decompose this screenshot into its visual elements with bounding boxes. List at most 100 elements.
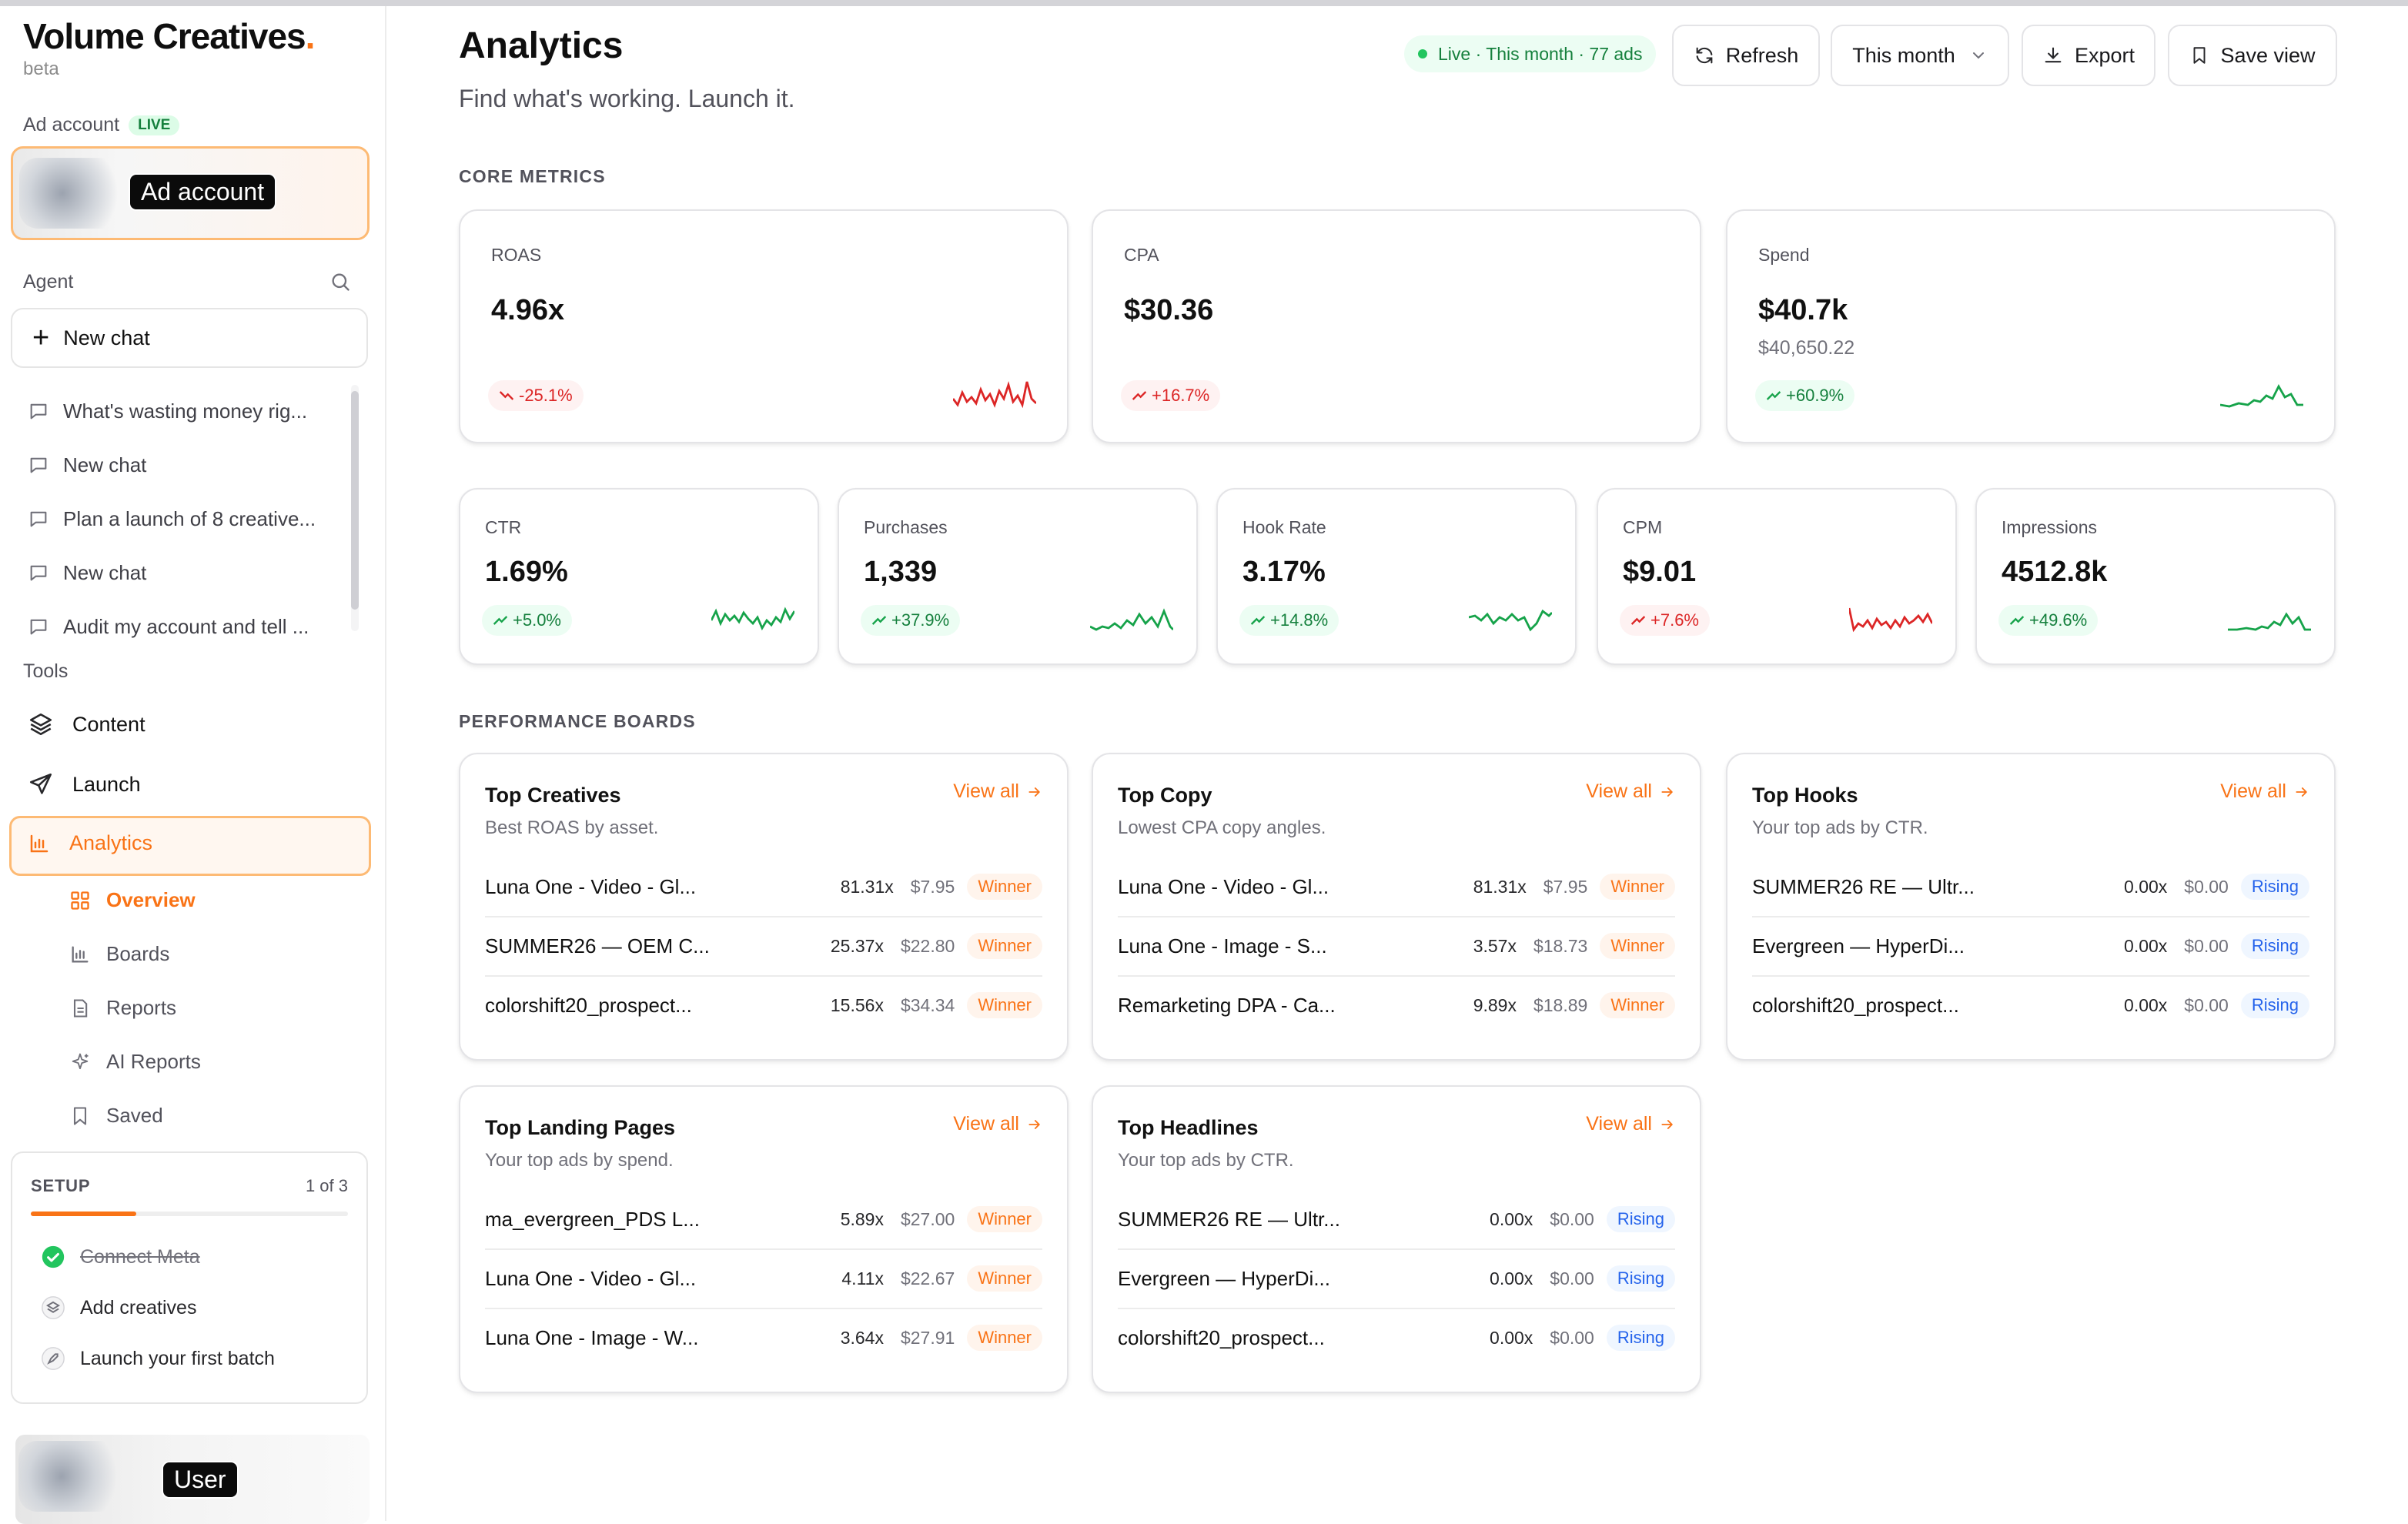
setup-step-launch-batch[interactable]: Launch your first batch (40, 1345, 275, 1372)
nav-overview[interactable]: Overview (69, 888, 196, 912)
board-row[interactable]: colorshift20_prospect... 0.00x $0.00 Ris… (1118, 1308, 1675, 1367)
chat-list-scroll-thumb[interactable] (351, 391, 359, 610)
board-row[interactable]: Evergreen — HyperDi... 0.00x $0.00 Risin… (1752, 917, 2309, 977)
ad-name: Luna One - Video - Gl... (1118, 874, 1329, 898)
ad-name: Luna One - Video - Gl... (485, 1266, 697, 1290)
purchases-sparkline (1090, 608, 1173, 631)
trend-up-icon (871, 616, 887, 625)
nav-launch[interactable]: Launch (28, 771, 141, 797)
metric-card-cpa[interactable]: CPA $30.36 +16.7% (1092, 209, 1701, 443)
plus-icon: + (32, 321, 50, 354)
ad-name: colorshift20_prospect... (1752, 993, 1959, 1017)
chat-history-item[interactable]: Audit my account and tell ... (28, 611, 309, 642)
ad-name: colorshift20_prospect... (485, 993, 692, 1017)
user-menu[interactable]: User (15, 1435, 370, 1524)
setup-step-label: Connect Meta (80, 1245, 200, 1268)
refresh-button[interactable]: Refresh (1672, 25, 1820, 86)
refresh-icon (1696, 47, 1713, 64)
metric-value: 4512.8k (2002, 556, 2108, 588)
board-row[interactable]: Remarketing DPA - Ca... 9.89x $18.89 Win… (1118, 976, 1675, 1034)
nav-launch-label: Launch (72, 772, 141, 796)
user-avatar (18, 1441, 126, 1512)
metric-card-spend[interactable]: Spend $40.7k $40,650.22 +60.9% (1726, 209, 2336, 443)
nav-ai-reports[interactable]: AI Reports (69, 1050, 201, 1074)
metric-value: 1,339 (864, 556, 938, 588)
export-button[interactable]: Export (2022, 25, 2155, 86)
ad-name: Luna One - Video - Gl... (485, 874, 697, 898)
nav-boards[interactable]: Boards (69, 942, 169, 966)
setup-step-connect-meta[interactable]: Connect Meta (40, 1244, 200, 1270)
status-badge: Winner (967, 1265, 1042, 1292)
ad-name: Evergreen — HyperDi... (1118, 1266, 1330, 1290)
view-all-link[interactable]: View all (1586, 1113, 1675, 1135)
save-view-button[interactable]: Save view (2168, 25, 2337, 86)
roas-value: 0.00x (1490, 1268, 1533, 1288)
status-badge: Winner (967, 933, 1042, 959)
board-row[interactable]: Luna One - Video - Gl... 81.31x $7.95 Wi… (485, 857, 1042, 917)
board-row[interactable]: Evergreen — HyperDi... 0.00x $0.00 Risin… (1118, 1249, 1675, 1309)
metric-card-ctr[interactable]: CTR 1.69% +5.0% (459, 488, 819, 665)
sparkles-icon (72, 1053, 89, 1069)
setup-step-add-creatives[interactable]: Add creatives (40, 1295, 196, 1321)
ad-account-selector[interactable]: Ad account (11, 146, 370, 240)
metric-card-hook-rate[interactable]: Hook Rate 3.17% +14.8% (1216, 488, 1577, 665)
chat-history-item[interactable]: New chat (28, 557, 146, 588)
nav-analytics[interactable] (9, 816, 371, 876)
metric-delta: +14.8% (1239, 605, 1339, 636)
trend-up-icon (1132, 391, 1147, 400)
refresh-label: Refresh (1725, 43, 1799, 67)
metric-card-purchases[interactable]: Purchases 1,339 +37.9% (838, 488, 1198, 665)
board-row[interactable]: Luna One - Video - Gl... 4.11x $22.67 Wi… (485, 1249, 1042, 1309)
arrow-right-icon (1661, 1119, 1673, 1129)
board-row[interactable]: Luna One - Video - Gl... 81.31x $7.95 Wi… (1118, 857, 1675, 917)
metric-delta: +16.7% (1121, 380, 1221, 411)
nav-saved[interactable]: Saved (69, 1104, 163, 1128)
view-all-link[interactable]: View all (953, 1113, 1042, 1135)
metric-delta: +7.6% (1620, 605, 1710, 636)
board-row[interactable]: SUMMER26 RE — Ultr... 0.00x $0.00 Rising (1752, 857, 2309, 917)
chevron-down-icon (1972, 52, 1984, 59)
roas-value: 0.00x (2124, 994, 2168, 1015)
metric-label: CPA (1124, 245, 1159, 265)
view-all-link[interactable]: View all (1586, 780, 1675, 803)
board-title: Top Copy (1118, 784, 1212, 807)
ad-account-section-label: Ad account LIVE (23, 114, 180, 136)
chat-history-item[interactable]: New chat (28, 450, 146, 480)
setup-checklist: SETUP 1 of 3 Connect Meta Add creatives … (11, 1151, 368, 1404)
metric-delta-text: -25.1% (519, 386, 573, 405)
board-row[interactable]: ma_evergreen_PDS L... 5.89x $27.00 Winne… (485, 1190, 1042, 1250)
chat-history-item[interactable]: What's wasting money rig... (28, 396, 307, 426)
ad-name: SUMMER26 RE — Ultr... (1752, 874, 1975, 898)
arrow-right-icon (1661, 787, 1673, 797)
board-row[interactable]: SUMMER26 — OEM C... 25.37x $22.80 Winner (485, 917, 1042, 977)
board-row[interactable]: colorshift20_prospect... 0.00x $0.00 Ris… (1752, 976, 2309, 1034)
brand-logo[interactable]: Volume Creatives. (23, 16, 315, 56)
live-badge: LIVE (129, 115, 180, 135)
nav-saved-label: Saved (106, 1104, 163, 1127)
cost-value: $0.00 (1550, 1268, 1594, 1288)
search-icon[interactable] (329, 271, 351, 292)
board-row[interactable]: colorshift20_prospect... 15.56x $34.34 W… (485, 976, 1042, 1034)
view-all-link[interactable]: View all (953, 780, 1042, 803)
metric-delta: -25.1% (488, 380, 584, 411)
metric-card-impressions[interactable]: Impressions 4512.8k +49.6% (1975, 488, 2336, 665)
setup-step-label: Launch your first batch (80, 1347, 275, 1369)
board-title: Top Hooks (1752, 784, 1858, 807)
board-row[interactable]: Luna One - Image - S... 3.57x $18.73 Win… (1118, 917, 1675, 977)
bookmark-icon (2193, 47, 2206, 64)
chat-title: Plan a launch of 8 creative... (63, 506, 316, 530)
save-view-label: Save view (2220, 43, 2316, 67)
nav-content[interactable]: Content (28, 711, 145, 737)
nav-reports[interactable]: Reports (69, 996, 176, 1020)
chat-history-item[interactable]: Plan a launch of 8 creative... (28, 503, 316, 534)
view-all-link[interactable]: View all (2220, 780, 2309, 803)
new-chat-button[interactable]: + New chat (11, 308, 368, 368)
board-top-headlines: Top Headlines Your top ads by CTR. View … (1092, 1085, 1701, 1393)
metric-card-cpm[interactable]: CPM $9.01 +7.6% (1597, 488, 1957, 665)
board-row[interactable]: SUMMER26 RE — Ultr... 0.00x $0.00 Rising (1118, 1190, 1675, 1250)
nav-analytics-content[interactable]: Analytics (28, 831, 152, 855)
board-row[interactable]: Luna One - Image - W... 3.64x $27.91 Win… (485, 1308, 1042, 1367)
metric-card-roas[interactable]: ROAS 4.96x -25.1% (459, 209, 1069, 443)
send-icon (29, 773, 52, 794)
date-range-select[interactable]: This month (1831, 25, 2009, 86)
